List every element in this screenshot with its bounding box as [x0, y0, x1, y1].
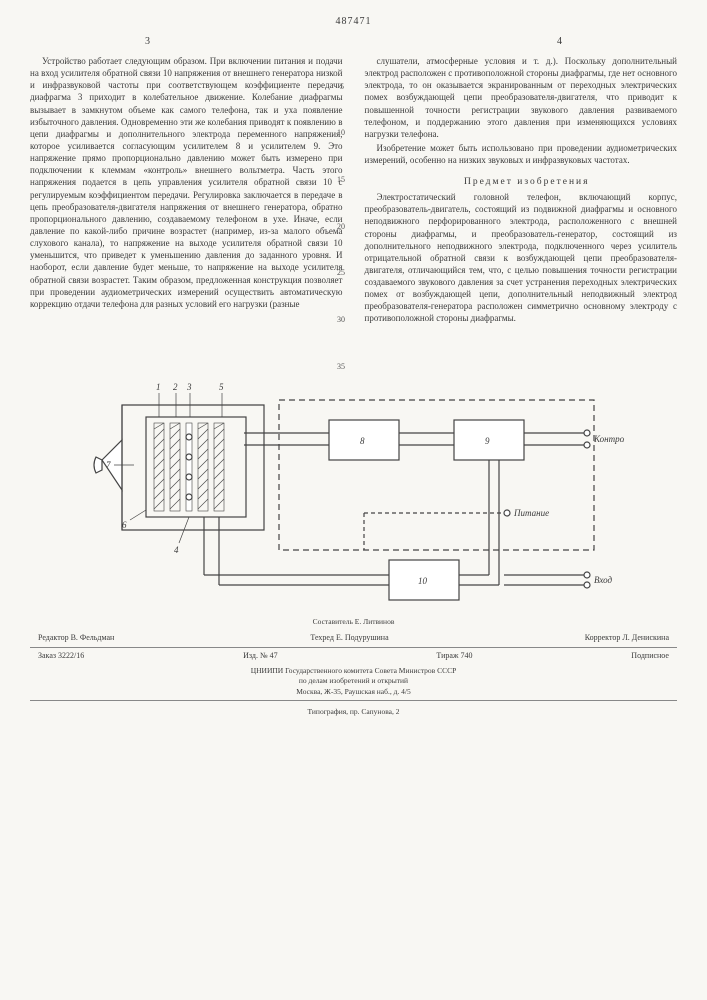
compiler-line: Составитель Е. Литвинов — [30, 617, 677, 628]
left-column: Устройство работает следующим образом. П… — [30, 55, 343, 327]
circulation: Тираж 740 — [436, 651, 472, 662]
diagram-label-2: 2 — [173, 382, 178, 392]
text-columns: Устройство работает следующим образом. П… — [30, 55, 677, 327]
diagram-block-10: 10 — [418, 576, 428, 586]
patent-number: 487471 — [336, 15, 372, 29]
line-number: 25 — [337, 268, 345, 279]
circuit-diagram: 1 2 3 5 7 6 4 8 9 10 Контроль Питание Вх… — [84, 345, 624, 605]
footer-rule-2 — [30, 700, 677, 701]
org-address: Москва, Ж-35, Раушская наб., д. 4/5 — [30, 687, 677, 698]
diagram-block-9: 9 — [485, 436, 490, 446]
subject-subtitle: Предмет изобретения — [365, 176, 678, 189]
diagram-label-6: 6 — [122, 520, 127, 530]
editor-credit: Редактор В. Фельдман — [38, 633, 114, 644]
organization: ЦНИИПИ Государственного комитета Совета … — [30, 666, 677, 698]
tech-credit: Техред Е. Подурушина — [310, 633, 388, 644]
terminal-control: Контроль — [593, 434, 624, 444]
page-number-left: 3 — [145, 35, 150, 49]
corrector-credit: Корректор Л. Денискина — [585, 633, 669, 644]
diagram-label-7: 7 — [106, 460, 111, 470]
footer-credits: Редактор В. Фельдман Техред Е. Подурушин… — [30, 633, 677, 644]
subscription: Подписное — [631, 651, 669, 662]
line-number: 15 — [337, 175, 345, 186]
line-number: 5 — [340, 82, 344, 93]
footer-rule — [30, 647, 677, 648]
right-column: слушатели, атмосферные условия и т. д.).… — [365, 55, 678, 327]
terminal-input: Вход — [594, 575, 613, 585]
page-number-right: 4 — [557, 35, 562, 49]
line-number: 20 — [337, 222, 345, 233]
typography-line: Типография, пр. Сапунова, 2 — [30, 707, 677, 717]
order-line: Заказ 3222/16 Изд. № 47 Тираж 740 Подпис… — [30, 651, 677, 662]
diagram-label-1: 1 — [156, 382, 161, 392]
org-line-2: по делам изобретений и открытий — [30, 676, 677, 687]
org-line-1: ЦНИИПИ Государственного комитета Совета … — [30, 666, 677, 677]
right-paragraph-1: слушатели, атмосферные условия и т. д.).… — [365, 55, 678, 140]
diagram-block-8: 8 — [360, 436, 365, 446]
line-number: 30 — [337, 315, 345, 326]
edition-number: Изд. № 47 — [243, 651, 278, 662]
diagram-label-4: 4 — [174, 545, 179, 555]
diagram-label-3: 3 — [186, 382, 192, 392]
right-paragraph-2: Изобретение может быть использовано при … — [365, 142, 678, 166]
order-number: Заказ 3222/16 — [38, 651, 84, 662]
left-paragraph-1: Устройство работает следующим образом. П… — [30, 55, 343, 310]
line-number: 10 — [337, 128, 345, 139]
terminal-power: Питание — [513, 508, 549, 518]
diagram-svg: 1 2 3 5 7 6 4 8 9 10 Контроль Питание Вх… — [84, 345, 624, 605]
right-paragraph-3: Электростатический головной телефон, вкл… — [365, 191, 678, 325]
diagram-label-5: 5 — [219, 382, 224, 392]
